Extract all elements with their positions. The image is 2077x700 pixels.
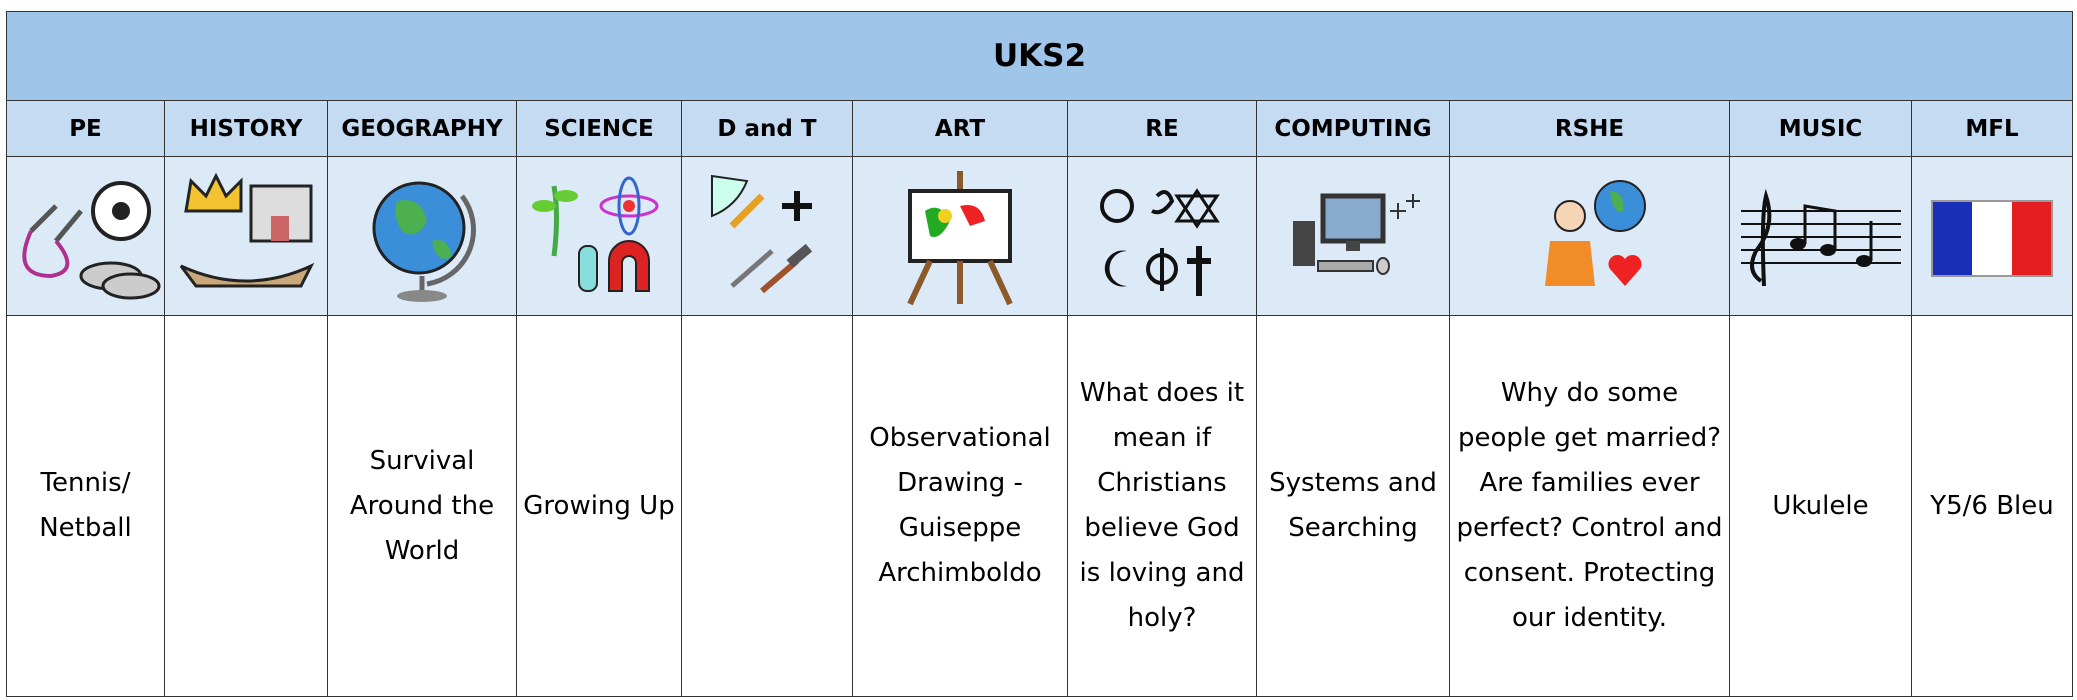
icon-mfl [1911, 156, 2073, 316]
curriculum-table: UKS2 PE HISTORY GEOGRAPHY SCIENCE D and T ART… [6, 11, 2073, 697]
topic-cell [164, 315, 328, 697]
subject-header: HISTORY [164, 100, 328, 157]
topic-cell: What does it mean if Christians believe … [1067, 315, 1257, 697]
topic-cell: Systems and Searching [1256, 315, 1450, 697]
topic-cell: Ukulele [1729, 315, 1912, 697]
topic-cell: Tennis/ Netball [6, 315, 165, 697]
icon-computing [1256, 156, 1450, 316]
title: UKS2 [6, 11, 2073, 101]
subject-header: RSHE [1449, 100, 1730, 157]
icon-re [1067, 156, 1257, 316]
topic-cell: Why do some people get married? Are fami… [1449, 315, 1730, 697]
icon-dt [681, 156, 853, 316]
subject-header: ART [852, 100, 1068, 157]
subject-header: MFL [1911, 100, 2073, 157]
topic-cell: Observational Drawing - Guiseppe Archimb… [852, 315, 1068, 697]
subject-header: RE [1067, 100, 1257, 157]
icon-art [852, 156, 1068, 316]
subject-header: D and T [681, 100, 853, 157]
icon-rshe [1449, 156, 1730, 316]
subject-header: GEOGRAPHY [327, 100, 517, 157]
topic-cell: Survival Around the World [327, 315, 517, 697]
subject-header: MUSIC [1729, 100, 1912, 157]
subject-header: PE [6, 100, 165, 157]
subject-header: COMPUTING [1256, 100, 1450, 157]
icon-music [1729, 156, 1912, 316]
icon-science [516, 156, 682, 316]
subject-header: SCIENCE [516, 100, 682, 157]
topic-cell: Y5/6 Bleu [1911, 315, 2073, 697]
icon-history [164, 156, 328, 316]
topic-cell: Growing Up [516, 315, 682, 697]
icon-geography [327, 156, 517, 316]
topic-cell [681, 315, 853, 697]
icon-pe [6, 156, 165, 316]
